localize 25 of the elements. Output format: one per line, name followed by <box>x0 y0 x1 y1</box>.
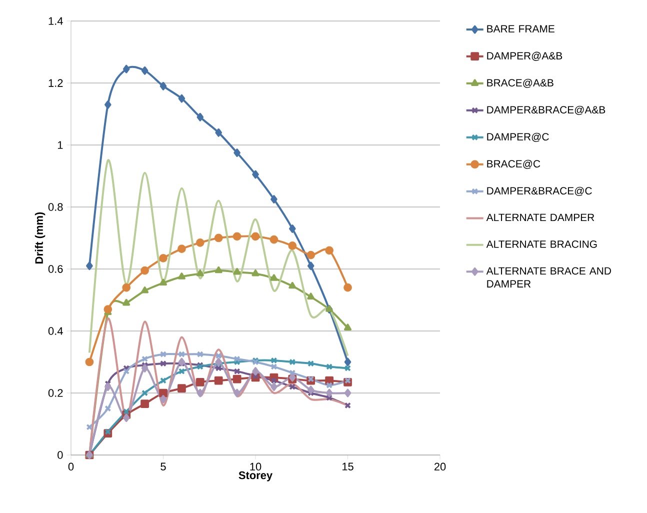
x-tick-label: 5 <box>160 462 166 470</box>
x-tick-label: 20 <box>434 462 446 471</box>
legend-label: DAMPER@A&B <box>487 52 562 61</box>
y-tick-label: 1 <box>58 141 63 149</box>
y-tick-label: 0.2 <box>48 389 63 397</box>
y-tick-label: 0.4 <box>48 327 63 335</box>
legend-label: DAMPER@C <box>487 132 549 142</box>
legend-label: DAMPER&BRACE@C <box>487 186 592 196</box>
y-tick-label: 1.4 <box>48 17 63 25</box>
y-axis-title: Drift (mm) <box>34 212 46 264</box>
legend-label: BRACE@A&B <box>487 78 554 88</box>
y-tick-label: 1.2 <box>48 79 63 87</box>
x-axis-title: Storey <box>238 471 272 482</box>
legend-label: ALTERNATE BRACING <box>486 240 597 248</box>
x-tick-label: 10 <box>250 462 262 471</box>
x-tick-label: 15 <box>342 462 354 470</box>
y-tick-label: 0.8 <box>48 203 63 211</box>
legend-label: BARE FRAME <box>487 25 554 32</box>
x-tick-label: 0 <box>68 462 74 471</box>
legend-label: DAMPER&BRACE@A&B <box>487 106 606 115</box>
legend-label: ALTERNATE BRACE AND DAMPER <box>486 267 611 288</box>
y-tick-label: 0.6 <box>48 265 63 273</box>
y-tick-label: 0 <box>58 451 63 459</box>
legend-label: ALTERNATE DAMPER <box>486 214 594 222</box>
legend-label: BRACE@C <box>487 160 540 169</box>
